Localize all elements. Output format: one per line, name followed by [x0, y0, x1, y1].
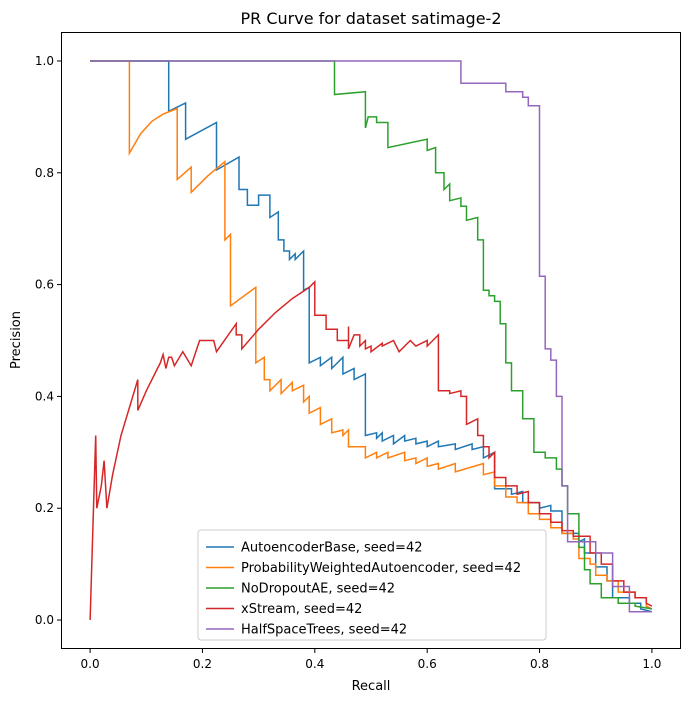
x-tick-label: 0.8 — [530, 657, 549, 671]
y-axis-label: Precision — [9, 311, 24, 369]
y-tick-label: 0.2 — [35, 501, 54, 515]
x-tick-label: 1.0 — [642, 657, 661, 671]
x-tick-label: 0.2 — [193, 657, 212, 671]
legend-box — [197, 529, 547, 641]
x-axis-label: Recall — [352, 679, 391, 694]
y-tick-label: 0.6 — [35, 278, 54, 292]
x-tick-label: 0.4 — [305, 657, 324, 671]
y-tick-label: 0.8 — [35, 166, 54, 180]
series-line-1 — [90, 60, 653, 610]
legend: AutoencoderBase, seed=42 ProbabilityWeigh… — [197, 529, 547, 641]
y-tick-label: 0.4 — [35, 389, 54, 403]
plot-frame — [61, 32, 681, 649]
legend-label-3: xStream, seed=42 — [241, 602, 362, 617]
x-tick-label: 0.6 — [418, 657, 437, 671]
legend-label-2: NoDropoutAE, seed=42 — [241, 582, 395, 597]
legend-label-4: HalfSpaceTrees, seed=42 — [241, 623, 407, 638]
y-axis-ticks: 0.0 0.2 0.4 0.6 0.8 1.0 — [35, 54, 62, 627]
legend-label-1: ProbabilityWeightedAutoencoder, seed=42 — [241, 561, 521, 576]
y-tick-label: 0.0 — [35, 613, 54, 627]
x-tick-label: 0.0 — [81, 657, 100, 671]
series-line-3 — [89, 279, 653, 621]
legend-label-0: AutoencoderBase, seed=42 — [241, 541, 423, 556]
x-axis-ticks: 0.0 0.2 0.4 0.6 0.8 1.0 — [81, 648, 661, 671]
series-layer — [89, 60, 653, 621]
series-line-2 — [90, 60, 653, 610]
series-line-4 — [90, 60, 652, 613]
y-tick-label: 1.0 — [35, 54, 54, 68]
chart-title: PR Curve for dataset satimage-2 — [240, 9, 501, 28]
